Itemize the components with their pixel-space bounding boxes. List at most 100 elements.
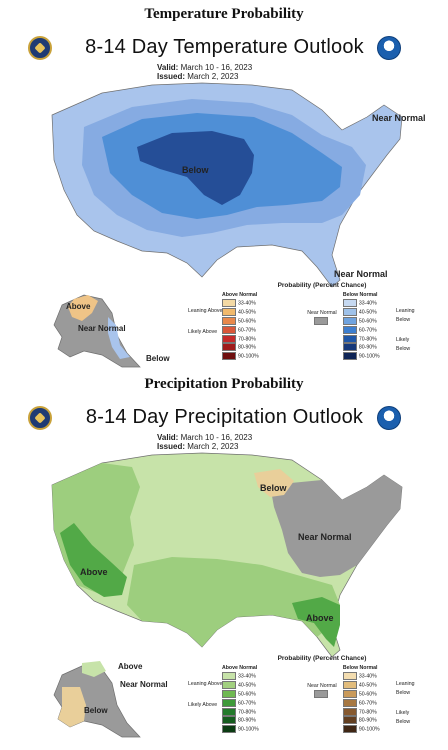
- legend-above-swatches: 33-40% 40-50% 50-60% 60-70% 70-80% 80-90% 90-1…: [222, 299, 301, 361]
- alaska-below-region-2: [58, 687, 86, 727]
- legend-row-above: 40-50%: [222, 307, 301, 317]
- legend-range-label: 60-70%: [238, 327, 256, 333]
- valid-value: March 10 - 16, 2023: [180, 63, 253, 72]
- legend-swatch: [342, 689, 357, 698]
- legend-range-label: 60-70%: [238, 700, 256, 706]
- legend-row-above: 50-60%: [222, 689, 301, 699]
- legend-swatch: [342, 325, 357, 334]
- label-above-southeast: Above: [306, 613, 334, 623]
- legend-row-below: 80-90%: [342, 716, 422, 725]
- legend-above-column: Above Normal 33-40% 40-50% 50-60% 60-70% 70-…: [222, 291, 301, 362]
- legend-row-above: 90-100%: [222, 725, 301, 734]
- legend-below-column-2: Below Normal 33-40% 40-50% 50-60% 60-70% 70-…: [342, 664, 422, 735]
- legend-range-label: 40-50%: [238, 309, 256, 316]
- commerce-seal-icon-2: [28, 406, 52, 430]
- legend-range-label: 33-40%: [238, 673, 256, 680]
- conus-near-normal-east-region: [270, 475, 402, 577]
- legend-swatch: [222, 307, 236, 316]
- legend-swatch: [342, 698, 357, 707]
- temperature-issued-date: Issued: March 2, 2023: [157, 72, 238, 82]
- legend-range-label: 40-50%: [358, 309, 377, 316]
- legend-swatch: [222, 299, 236, 307]
- legend-swatch: [342, 316, 357, 325]
- alaska-above-region: [68, 295, 98, 321]
- noaa-logo-icon-2: [377, 406, 401, 430]
- precipitation-outlook-panel: 8-14 Day Precipitation Outlook Valid: Ma…: [22, 400, 427, 745]
- legend-swatch: [222, 325, 236, 334]
- legend-swatch: [222, 680, 236, 689]
- label-near-normal-east: Near Normal: [298, 532, 352, 542]
- label-near-normal-alaska: Near Normal: [78, 324, 126, 333]
- legend-swatch: [342, 672, 357, 680]
- legend-row-below: 70-80%: [342, 707, 422, 717]
- issued-value: March 2, 2023: [187, 72, 239, 81]
- legend-range-label: 50-60%: [238, 318, 256, 325]
- legend-swatch: [222, 672, 236, 680]
- legend-swatch: [342, 307, 357, 316]
- temperature-outlook-panel: 8-14 Day Temperature Outlook Valid: Marc…: [22, 30, 427, 370]
- legend-range-label: 70-80%: [238, 708, 256, 715]
- label-above-alaska-2: Above: [118, 662, 143, 671]
- legend-row-above: 60-70%: [222, 698, 301, 708]
- legend-range-label: 40-50%: [358, 682, 377, 689]
- commerce-seal-icon: [28, 36, 52, 60]
- legend-above-column-2: Above Normal 33-40% 40-50% 50-60% 60-70% 70-…: [222, 664, 301, 735]
- legend-swatch: [222, 343, 236, 352]
- legend-row-below: 50-60%: [342, 689, 422, 699]
- label-above-alaska: Above: [66, 302, 91, 311]
- label-near-normal-alaska-2: Near Normal: [120, 680, 168, 689]
- legend-near-normal-2: Near Normal: [307, 664, 337, 735]
- legend-swatch: [222, 716, 236, 725]
- legend-swatch: [342, 352, 357, 361]
- legend-swatch: [342, 299, 357, 307]
- legend-row-below: 60-70%: [342, 698, 422, 708]
- legend-swatch: [222, 689, 236, 698]
- legend-above-swatches-2: 33-40% 40-50% 50-60% 60-70% 70-80% 80-90% 90-1…: [222, 672, 301, 734]
- temperature-section-title: Temperature Probability: [144, 6, 304, 22]
- valid-label-2: Valid:: [157, 433, 179, 442]
- legend-col-right-header-2: Below Normal: [342, 664, 378, 671]
- legend-row-above: 70-80%: [222, 334, 301, 344]
- precipitation-map-title: 8-14 Day Precipitation Outlook: [85, 406, 364, 428]
- legend-range-label: 80-90%: [358, 717, 377, 724]
- legend-row-above: 90-100%: [222, 352, 301, 361]
- legend-below-swatches-2: 33-40% 40-50% 50-60% 60-70% 70-80% 80-90% 90-1…: [342, 672, 422, 734]
- legend-row-above: 60-70%: [222, 325, 301, 335]
- conus-above-50-california-region: [60, 523, 127, 597]
- alaska-above-region-2: [82, 661, 106, 677]
- label-near-normal-southeast: Near Normal: [334, 269, 388, 279]
- legend-near-label: Near Normal: [307, 309, 337, 316]
- legend-row-above: 80-90%: [222, 716, 301, 725]
- legend-title-2: Probability (Percent Chance): [277, 655, 367, 662]
- label-below-alaska-2: Below: [84, 706, 108, 715]
- legend-range-label: 50-60%: [358, 318, 377, 325]
- legend-row-above: 40-50%: [222, 680, 301, 690]
- legend-row-below: 50-60%: [342, 316, 422, 326]
- legend-row-below: 33-40%: [342, 299, 422, 308]
- label-below-alaska: Below: [146, 354, 170, 363]
- legend-row-above: 33-40%: [222, 299, 301, 308]
- legend-swatch: [222, 352, 236, 361]
- legend-range-label: 90-100%: [358, 726, 380, 733]
- legend-swatch: [342, 334, 357, 343]
- issued-label-2: Issued:: [157, 442, 186, 451]
- legend-swatch: [342, 343, 357, 352]
- legend-row-above: 50-60%: [222, 316, 301, 326]
- label-near-normal-northeast: Near Normal: [372, 113, 426, 123]
- legend-range-label: 60-70%: [358, 700, 377, 706]
- legend-range-label: 60-70%: [358, 327, 377, 333]
- label-below-main: Below: [182, 165, 210, 175]
- issued-label: Issued:: [157, 72, 186, 81]
- legend-near-normal: Near Normal: [307, 291, 337, 362]
- legend-row-above: 80-90%: [222, 343, 301, 352]
- label-above-california: Above: [80, 567, 108, 577]
- conus-above-50-southeast-region: [292, 597, 340, 647]
- legend-near-label-2: Near Normal: [307, 682, 337, 689]
- legend-range-label: 50-60%: [358, 691, 377, 698]
- legend-range-label: 70-80%: [358, 708, 377, 715]
- legend-row-below: 80-90%: [342, 343, 422, 352]
- legend-row-below: 33-40%: [342, 672, 422, 681]
- legend-row-above: 33-40%: [222, 672, 301, 681]
- legend-range-label: 70-80%: [238, 335, 256, 342]
- precipitation-map: Below Near Normal Above Above Above Near…: [51, 452, 403, 738]
